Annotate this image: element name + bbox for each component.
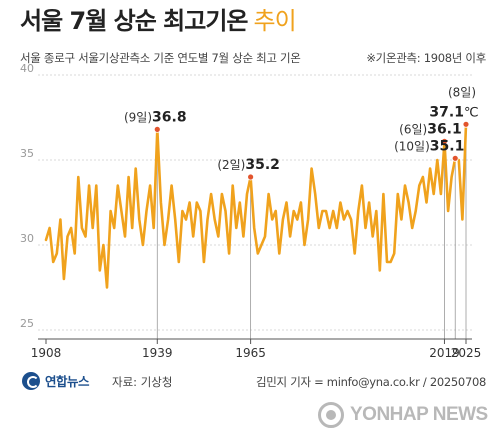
- annotation-day-label: (6일): [399, 122, 427, 136]
- x-tick-label: 1939: [142, 346, 173, 360]
- temperature-unit: ℃: [464, 105, 479, 120]
- annotation-label: (10일)35.1: [394, 138, 464, 154]
- x-tick-label: 2019: [429, 346, 460, 360]
- title-suffix: 추이: [253, 7, 297, 35]
- x-tick-label: 2025: [451, 346, 482, 360]
- series-line: [44, 123, 468, 289]
- annotation-label: (6일)36.1: [399, 121, 462, 137]
- y-axis: 25 30 35 40: [20, 62, 34, 330]
- annotation-day-label: (2일): [217, 158, 245, 172]
- reference-lines: [156, 124, 467, 339]
- reporter-credit: 김민지 기자 = minfo@yna.co.kr / 20250708: [256, 375, 486, 389]
- annotation-value-label: 36.8: [152, 109, 187, 125]
- watermark-text: YONHAP NEWS: [350, 404, 488, 425]
- temperature-series-line: [44, 123, 468, 289]
- highlight-point: [153, 125, 161, 133]
- x-tick-label: 1908: [31, 346, 62, 360]
- x-tick-label: 1965: [235, 346, 266, 360]
- y-tick-label: 30: [20, 232, 34, 245]
- title-main: 서울 7월 상순 최고기온: [20, 7, 248, 35]
- annotation-day-label: (10일): [394, 139, 430, 153]
- logo-text: 연합뉴스: [45, 374, 90, 389]
- watermark-icon: [318, 402, 344, 428]
- annotation-value-label: 35.2: [245, 157, 280, 173]
- data-source: 자료: 기상청: [112, 375, 173, 389]
- page-title: 서울 7월 상순 최고기온 추이: [20, 6, 297, 36]
- annotation-day-label: (9일): [124, 110, 152, 124]
- data-labels: (9일)36.8(2일)35.2(6일)36.1(10일)35.1(8일)37.…: [124, 85, 479, 173]
- watermark: YONHAP NEWS: [318, 402, 488, 428]
- highlight-point: [451, 154, 459, 162]
- annotation-value-label: 35.1: [430, 138, 465, 154]
- highlight-point: [462, 120, 470, 128]
- y-tick-label: 40: [20, 62, 34, 75]
- yonhap-logo-icon: [22, 371, 40, 390]
- yonhap-logo: 연합뉴스: [22, 371, 90, 390]
- y-tick-label: 35: [20, 147, 34, 160]
- chart-subtitle: 서울 종로구 서울기상관측소 기준 연도별 7월 상순 최고 기온: [20, 51, 301, 65]
- highlight-points: [153, 120, 470, 181]
- annotation-day-label: (8일): [448, 85, 476, 99]
- annotation-label: (2일)35.2: [217, 157, 280, 173]
- y-tick-label: 25: [20, 317, 34, 330]
- annotation-value-label: 37.1℃: [429, 104, 478, 120]
- highlight-point: [441, 137, 448, 145]
- footer: 연합뉴스 자료: 기상청 김민지 기자 = minfo@yna.co.kr / …: [0, 366, 500, 444]
- grid-lines: [38, 74, 472, 331]
- highlight-point: [247, 173, 255, 181]
- observation-note: ※기온관측: 1908년 이후: [366, 51, 486, 65]
- annotation-label: (9일)36.8: [124, 109, 187, 125]
- annotation-value-label: 36.1: [427, 121, 462, 137]
